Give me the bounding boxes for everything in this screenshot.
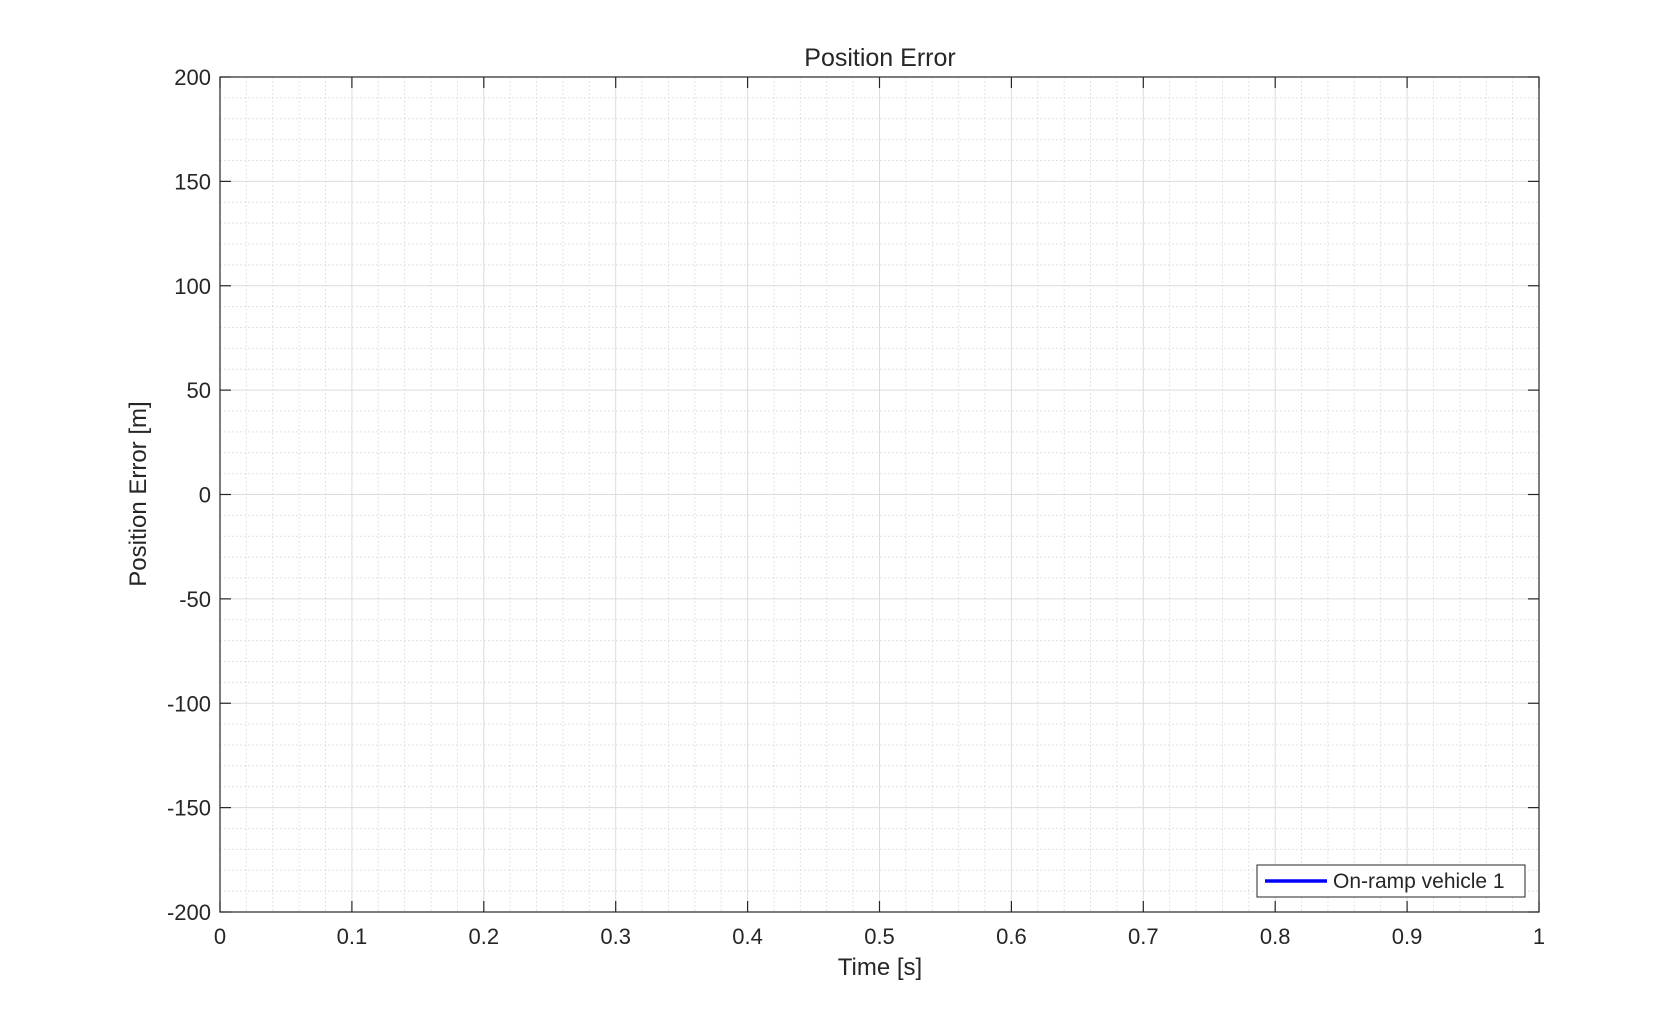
x-tick-label: 0.3	[600, 924, 631, 949]
y-axis-label: Position Error [m]	[125, 401, 152, 586]
y-tick-label: 0	[199, 483, 211, 508]
y-tick-label: 150	[174, 169, 211, 194]
x-tick-label: 0.5	[864, 924, 895, 949]
x-tick-label: 0.2	[469, 924, 500, 949]
y-tick-labels: 200 150 100 50 0 -50 -100 -150 -200	[167, 65, 211, 925]
x-tick-label: 1	[1533, 924, 1545, 949]
x-tick-label: 0.7	[1128, 924, 1159, 949]
x-tick-label: 0.8	[1260, 924, 1291, 949]
y-tick-label: -50	[179, 587, 211, 612]
x-tick-label: 0.6	[996, 924, 1027, 949]
x-tick-label: 0.4	[732, 924, 763, 949]
y-tick-label: 100	[174, 274, 211, 299]
y-tick-label: 200	[174, 65, 211, 90]
x-tick-label: 0.1	[337, 924, 368, 949]
x-axis-label: Time [s]	[838, 954, 922, 981]
x-tick-label: 0	[214, 924, 226, 949]
x-tick-labels: 0 0.1 0.2 0.3 0.4 0.5 0.6 0.7 0.8 0.9 1	[214, 924, 1545, 949]
chart-title: Position Error	[804, 44, 955, 72]
tick-marks	[219, 76, 1540, 913]
y-tick-label: 50	[187, 378, 211, 403]
major-grid	[219, 76, 1540, 913]
x-tick-label: 0.9	[1392, 924, 1423, 949]
legend-label: On-ramp vehicle 1	[1333, 870, 1505, 893]
y-tick-label: -100	[167, 691, 211, 716]
y-tick-label: -200	[167, 900, 211, 925]
y-tick-label: -150	[167, 796, 211, 821]
legend[interactable]: On-ramp vehicle 1	[1256, 864, 1526, 898]
